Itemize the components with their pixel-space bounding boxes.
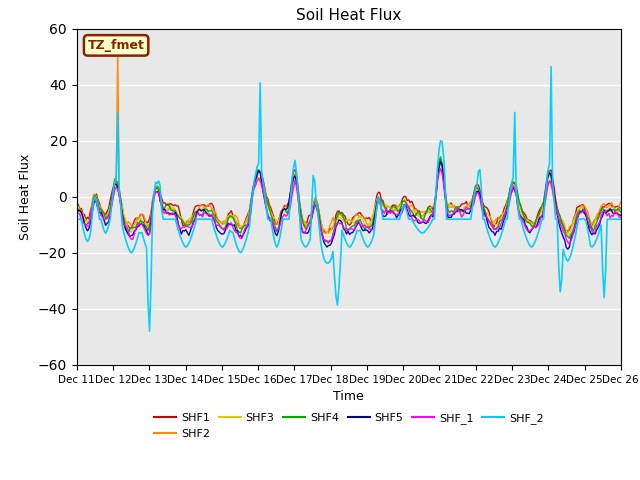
SHF5 bbox=[617, 213, 625, 218]
SHF_2 bbox=[264, 216, 271, 222]
SHF1 bbox=[253, 168, 261, 173]
SHF3 bbox=[253, 178, 261, 184]
SHF4 bbox=[436, 154, 444, 160]
SHF1 bbox=[140, 214, 147, 219]
SHF3 bbox=[436, 166, 444, 171]
SHF5 bbox=[73, 210, 81, 216]
SHF3 bbox=[235, 224, 243, 230]
SHF5 bbox=[235, 234, 243, 240]
Y-axis label: Soil Heat Flux: Soil Heat Flux bbox=[19, 154, 32, 240]
SHF3 bbox=[73, 202, 81, 207]
SHF1 bbox=[311, 197, 319, 203]
SHF4 bbox=[73, 206, 81, 212]
Line: SHF3: SHF3 bbox=[77, 168, 621, 235]
SHF4 bbox=[311, 200, 319, 205]
SHF5 bbox=[436, 159, 444, 165]
Line: SHF2: SHF2 bbox=[77, 45, 621, 233]
Line: SHF_1: SHF_1 bbox=[77, 169, 621, 244]
SHF3 bbox=[589, 222, 597, 228]
SHF1 bbox=[73, 199, 81, 205]
SHF4 bbox=[617, 209, 625, 215]
Line: SHF4: SHF4 bbox=[77, 157, 621, 243]
SHF_1 bbox=[311, 202, 319, 208]
SHF_2 bbox=[617, 216, 625, 222]
SHF5 bbox=[589, 230, 597, 236]
SHF_2 bbox=[255, 160, 262, 166]
Legend: SHF1, SHF2, SHF3, SHF4, SHF5, SHF_1, SHF_2: SHF1, SHF2, SHF3, SHF4, SHF5, SHF_1, SHF… bbox=[150, 409, 548, 443]
SHF_2 bbox=[146, 328, 154, 334]
SHF2 bbox=[237, 225, 244, 231]
SHF1 bbox=[617, 205, 625, 211]
SHF1 bbox=[235, 224, 243, 229]
SHF2 bbox=[617, 199, 625, 205]
SHF5 bbox=[311, 202, 319, 208]
SHF_1 bbox=[235, 233, 243, 239]
SHF2 bbox=[264, 201, 271, 206]
SHF4 bbox=[140, 219, 147, 225]
SHF3 bbox=[140, 220, 147, 226]
Text: TZ_fmet: TZ_fmet bbox=[88, 39, 145, 52]
SHF_2 bbox=[73, 216, 81, 222]
X-axis label: Time: Time bbox=[333, 390, 364, 403]
Line: SHF1: SHF1 bbox=[77, 159, 621, 233]
Title: Soil Heat Flux: Soil Heat Flux bbox=[296, 9, 401, 24]
SHF5 bbox=[253, 172, 261, 178]
SHF4 bbox=[253, 170, 261, 176]
SHF_1 bbox=[140, 224, 147, 230]
SHF2 bbox=[312, 196, 320, 202]
SHF_2 bbox=[237, 250, 244, 256]
SHF_1 bbox=[73, 211, 81, 217]
SHF_1 bbox=[436, 166, 444, 172]
SHF1 bbox=[321, 230, 329, 236]
SHF5 bbox=[262, 205, 270, 211]
SHF2 bbox=[255, 175, 262, 181]
SHF_2 bbox=[589, 243, 597, 249]
SHF3 bbox=[617, 206, 625, 212]
SHF_1 bbox=[253, 178, 261, 183]
SHF3 bbox=[311, 202, 319, 207]
SHF2 bbox=[141, 216, 149, 222]
SHF3 bbox=[565, 232, 573, 238]
SHF2 bbox=[114, 42, 122, 48]
SHF4 bbox=[235, 229, 243, 235]
SHF1 bbox=[436, 156, 444, 162]
SHF_1 bbox=[565, 241, 573, 247]
Line: SHF_2: SHF_2 bbox=[77, 67, 621, 331]
SHF5 bbox=[140, 222, 147, 228]
SHF_2 bbox=[312, 199, 320, 205]
SHF1 bbox=[262, 193, 270, 199]
SHF_2 bbox=[140, 235, 147, 241]
SHF3 bbox=[262, 199, 270, 204]
SHF_1 bbox=[262, 206, 270, 212]
SHF4 bbox=[589, 228, 597, 234]
SHF2 bbox=[73, 206, 81, 212]
SHF2 bbox=[589, 220, 597, 226]
SHF4 bbox=[324, 240, 332, 246]
SHF_2 bbox=[547, 64, 555, 70]
SHF_1 bbox=[589, 230, 597, 236]
SHF1 bbox=[589, 219, 597, 225]
SHF_1 bbox=[617, 214, 625, 220]
SHF4 bbox=[262, 195, 270, 201]
SHF2 bbox=[321, 230, 329, 236]
SHF5 bbox=[564, 246, 572, 252]
Line: SHF5: SHF5 bbox=[77, 162, 621, 249]
